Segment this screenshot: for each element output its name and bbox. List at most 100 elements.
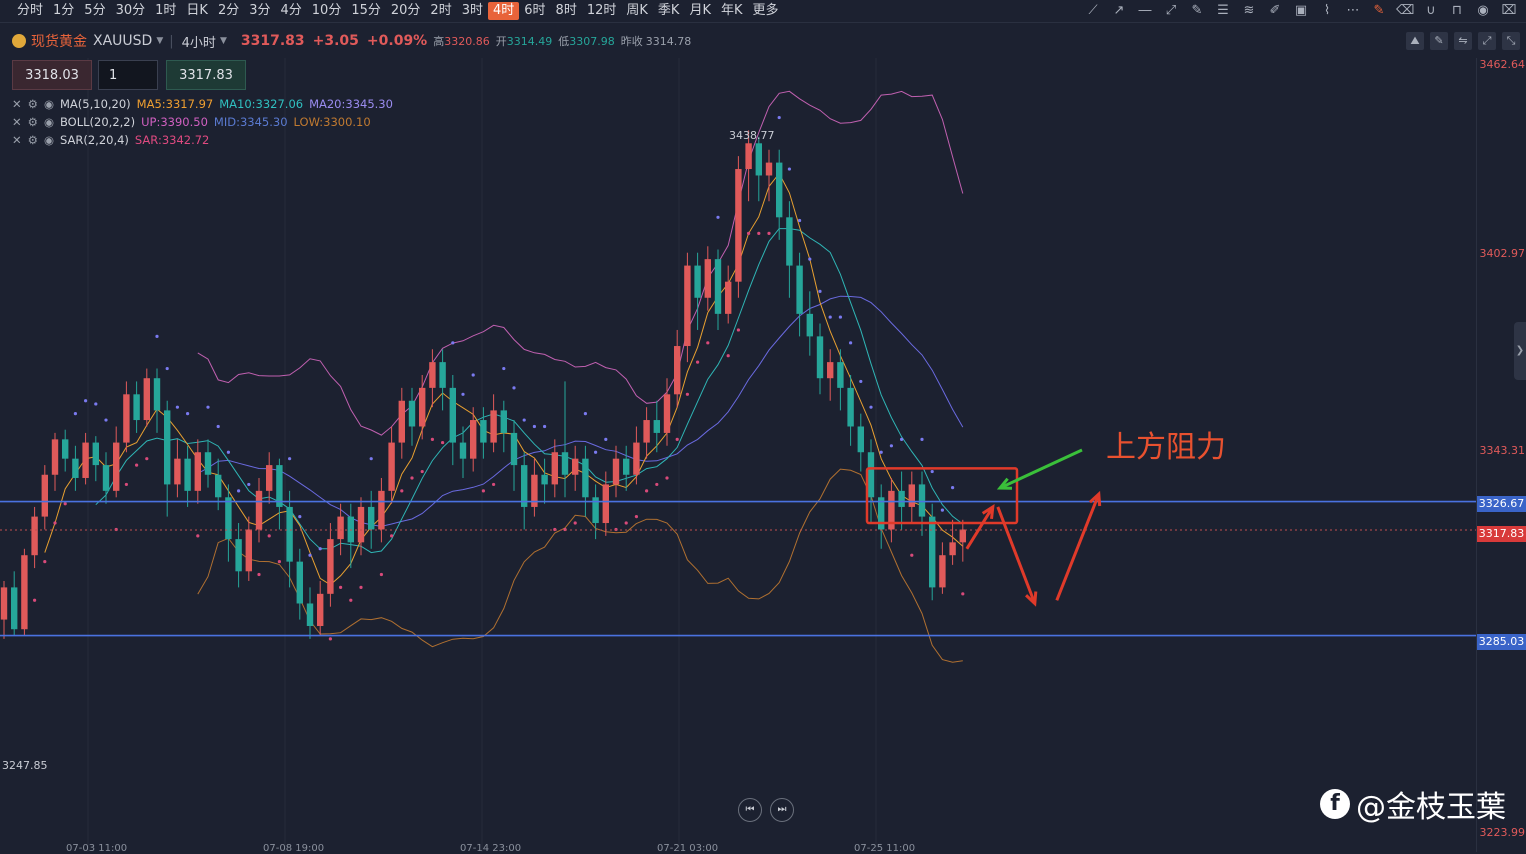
tab-period-17[interactable]: 12时 [586, 3, 617, 18]
tab-period-1[interactable]: 1分 [53, 3, 75, 18]
candle-body [439, 362, 446, 388]
tab-period-4[interactable]: 1时 [155, 3, 177, 18]
sar-dot [257, 572, 261, 577]
tab-period-6[interactable]: 2分 [217, 3, 240, 18]
candle-body [694, 265, 701, 298]
sar-dot [481, 489, 485, 493]
remove-indicator-icon[interactable]: ✕ [12, 133, 22, 147]
trend-icon[interactable]: ⌇ [1323, 3, 1331, 18]
drop-arrow [996, 506, 1037, 605]
sell-price-button[interactable]: 3318.03 [12, 60, 92, 90]
eraser-icon[interactable]: ⌫ [1396, 3, 1415, 18]
candle-body [786, 217, 793, 266]
tab-period-21[interactable]: 年K [720, 3, 743, 18]
tab-period-14[interactable]: 4时 [487, 2, 520, 20]
remove-indicator-icon[interactable]: ✕ [12, 97, 22, 111]
scroll-forward-button[interactable]: ⏭ [770, 798, 794, 822]
candle-body [62, 439, 69, 459]
settings-icon[interactable]: ⚙ [27, 115, 38, 129]
tab-period-12[interactable]: 2时 [430, 3, 452, 18]
visibility-icon[interactable]: ◉ [43, 115, 54, 129]
tab-period-16[interactable]: 8时 [555, 3, 577, 18]
ray-tool-icon[interactable]: ↗ [1113, 3, 1125, 18]
symbol-name[interactable]: 现货黄金 [31, 34, 87, 50]
tab-period-15[interactable]: 6时 [524, 3, 546, 18]
prev-close-label: 昨收 [620, 35, 643, 48]
edit-icon[interactable]: ✎ [1373, 3, 1385, 18]
sar-dot [390, 534, 394, 538]
sar-dot [165, 366, 169, 371]
resistance-price-tag: 3326.67 [1477, 496, 1526, 512]
sar-dot [379, 572, 383, 577]
tab-period-3[interactable]: 30分 [115, 3, 146, 18]
sar-dot [767, 231, 771, 236]
tab-period-2[interactable]: 5分 [84, 3, 106, 18]
pencil-line-icon[interactable]: ✎ [1191, 3, 1203, 18]
magnet-icon[interactable]: ∪ [1426, 3, 1436, 18]
tab-period-13[interactable]: 3时 [461, 3, 483, 18]
sar-dot [696, 360, 700, 364]
fibonacci-icon[interactable]: ☰ [1217, 3, 1229, 18]
side-panel-toggle[interactable]: ❯ [1514, 322, 1526, 380]
tab-period-10[interactable]: 15分 [351, 3, 381, 18]
tab-period-9[interactable]: 10分 [311, 3, 342, 18]
tab-period-7[interactable]: 3分 [249, 3, 271, 18]
tab-period-8[interactable]: 4分 [280, 3, 302, 18]
tab-period-5[interactable]: 日K [186, 3, 208, 18]
line-tool-icon[interactable]: ⟋ [1088, 3, 1098, 18]
symbol-code[interactable]: XAUUSD [93, 33, 153, 49]
candle-body [204, 452, 212, 475]
image-icon[interactable]: ▣ [1294, 3, 1308, 18]
tab-period-20[interactable]: 月K [689, 3, 711, 18]
brush-icon[interactable]: ✐ [1269, 3, 1281, 18]
buy-price-button[interactable]: 3317.83 [166, 60, 246, 90]
candle-body [102, 465, 110, 491]
scroll-back-button[interactable]: ⏮ [738, 798, 762, 822]
eye-icon[interactable]: ◉ [1477, 3, 1489, 18]
prev-close-value: 3314.78 [645, 34, 692, 48]
candle-body [847, 387, 854, 427]
sar-dot [645, 489, 649, 493]
symbol-dropdown-icon[interactable]: ▼ [156, 36, 164, 46]
chart-type-icon[interactable]: ⛰ [1406, 32, 1424, 50]
more-icon[interactable]: ⋯ [1346, 3, 1360, 18]
visibility-icon[interactable]: ◉ [43, 97, 54, 111]
candle-body [796, 265, 803, 314]
horizontal-line-icon[interactable]: ― [1138, 3, 1152, 18]
settings-icon[interactable]: ⚙ [27, 97, 38, 111]
remove-indicator-icon[interactable]: ✕ [12, 115, 22, 129]
tab-period-19[interactable]: 季K [657, 3, 680, 18]
settings-icon[interactable]: ⚙ [27, 133, 38, 147]
tab-period-18[interactable]: 周K [626, 3, 648, 18]
candle-body [408, 400, 416, 427]
ma10-line [95, 228, 964, 554]
sar-dot [349, 598, 353, 602]
candle-body [510, 432, 518, 466]
tab-period-22[interactable]: 更多 [752, 3, 779, 18]
fan-tool-icon[interactable]: ≋ [1243, 3, 1255, 18]
tab-period-0[interactable]: 分时 [17, 3, 44, 18]
visibility-icon[interactable]: ◉ [43, 133, 54, 147]
compare-icon[interactable]: ⇋ [1454, 32, 1472, 50]
timeframe-dropdown-icon[interactable]: ▼ [219, 36, 227, 46]
sar-dot [573, 521, 577, 525]
price-axis[interactable]: 3462.64 3402.97 3343.31 3223.99 [1476, 58, 1526, 852]
tab-period-11[interactable]: 20分 [390, 3, 421, 18]
candle-body [11, 587, 18, 630]
sar-dot [910, 553, 914, 557]
sar-dot [675, 437, 679, 441]
quantity-input[interactable]: 1 [98, 60, 158, 90]
candlestick-chart[interactable] [0, 58, 1476, 852]
fullscreen-icon[interactable]: ⤢ [1478, 32, 1496, 50]
candle-body [113, 442, 120, 491]
boll-up-value: UP:3390.50 [141, 115, 208, 129]
collapse-icon[interactable]: ⤡ [1502, 32, 1520, 50]
candle-body [898, 490, 905, 507]
sar-dot [288, 457, 292, 461]
draw-icon[interactable]: ✎ [1430, 32, 1448, 50]
trash-icon[interactable]: ⌧ [1501, 3, 1517, 18]
segment-tool-icon[interactable]: ⤢ [1165, 3, 1177, 18]
sar-dot [226, 450, 230, 454]
timeframe-select[interactable]: 4小时 [181, 35, 216, 51]
lock-icon[interactable]: ⊓ [1451, 3, 1463, 18]
